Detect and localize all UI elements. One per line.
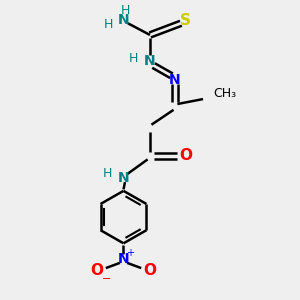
Text: S: S [180, 13, 191, 28]
Text: N: N [118, 14, 129, 27]
Text: O: O [91, 263, 103, 278]
Text: N: N [118, 252, 129, 266]
Text: +: + [126, 248, 134, 258]
Text: N: N [169, 73, 181, 87]
Text: O: O [143, 263, 157, 278]
Text: N: N [144, 54, 156, 68]
Text: H: H [120, 4, 130, 17]
Text: N: N [118, 171, 129, 185]
Text: O: O [179, 148, 192, 164]
Text: H: H [129, 52, 139, 65]
Text: −: − [102, 274, 111, 284]
Text: H: H [104, 18, 113, 31]
Text: H: H [103, 167, 112, 180]
Text: CH₃: CH₃ [213, 87, 236, 100]
